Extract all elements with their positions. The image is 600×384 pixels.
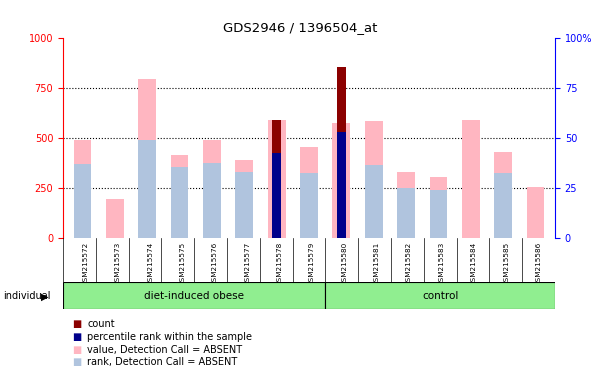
Text: GSM215576: GSM215576 [212,242,218,286]
Text: diet-induced obese: diet-induced obese [144,291,244,301]
Text: GSM215572: GSM215572 [82,242,88,286]
Bar [430,190,448,238]
Text: ■: ■ [72,319,81,329]
Bar [397,172,415,238]
Bar [268,120,286,238]
Text: rank, Detection Call = ABSENT: rank, Detection Call = ABSENT [87,358,237,367]
Bar [325,282,555,309]
Bar [397,188,415,238]
Bar [235,172,253,238]
Bar [272,120,281,238]
Text: ▶: ▶ [41,291,49,301]
Bar [300,173,318,238]
Text: GSM215578: GSM215578 [277,242,283,286]
Text: individual: individual [3,291,50,301]
Bar [138,140,156,238]
Bar [527,187,544,238]
Text: GSM215580: GSM215580 [341,242,347,286]
Text: GSM215585: GSM215585 [503,242,509,286]
Bar [74,140,91,238]
Bar [203,140,221,238]
Text: ■: ■ [72,345,81,355]
Bar [138,79,156,238]
Text: control: control [422,291,458,301]
Text: GSM215579: GSM215579 [309,242,315,286]
Bar [337,132,346,238]
Text: GSM215586: GSM215586 [536,242,542,286]
Text: GSM215583: GSM215583 [439,242,445,286]
Bar [462,120,480,238]
Bar [74,164,91,238]
Bar [494,173,512,238]
Text: ■: ■ [72,332,81,342]
Text: count: count [87,319,115,329]
Text: GSM215584: GSM215584 [471,242,477,286]
Text: GSM215575: GSM215575 [179,242,185,286]
Bar [235,160,253,238]
Bar [430,177,448,238]
Bar [300,147,318,238]
Text: GSM215581: GSM215581 [374,242,380,286]
Text: GDS2946 / 1396504_at: GDS2946 / 1396504_at [223,21,377,34]
Bar [365,121,383,238]
Bar [170,155,188,238]
Bar [106,199,124,238]
Bar [170,167,188,238]
Text: GSM215582: GSM215582 [406,242,412,286]
Bar [332,123,350,238]
Bar [494,152,512,238]
Bar [365,165,383,238]
Text: GSM215573: GSM215573 [115,242,121,286]
Bar [337,67,346,238]
Bar [272,153,281,238]
Text: value, Detection Call = ABSENT: value, Detection Call = ABSENT [87,345,242,355]
Bar [203,163,221,238]
Bar [63,282,325,309]
Text: percentile rank within the sample: percentile rank within the sample [87,332,252,342]
Text: GSM215577: GSM215577 [244,242,250,286]
Text: ■: ■ [72,358,81,367]
Text: GSM215574: GSM215574 [147,242,153,286]
